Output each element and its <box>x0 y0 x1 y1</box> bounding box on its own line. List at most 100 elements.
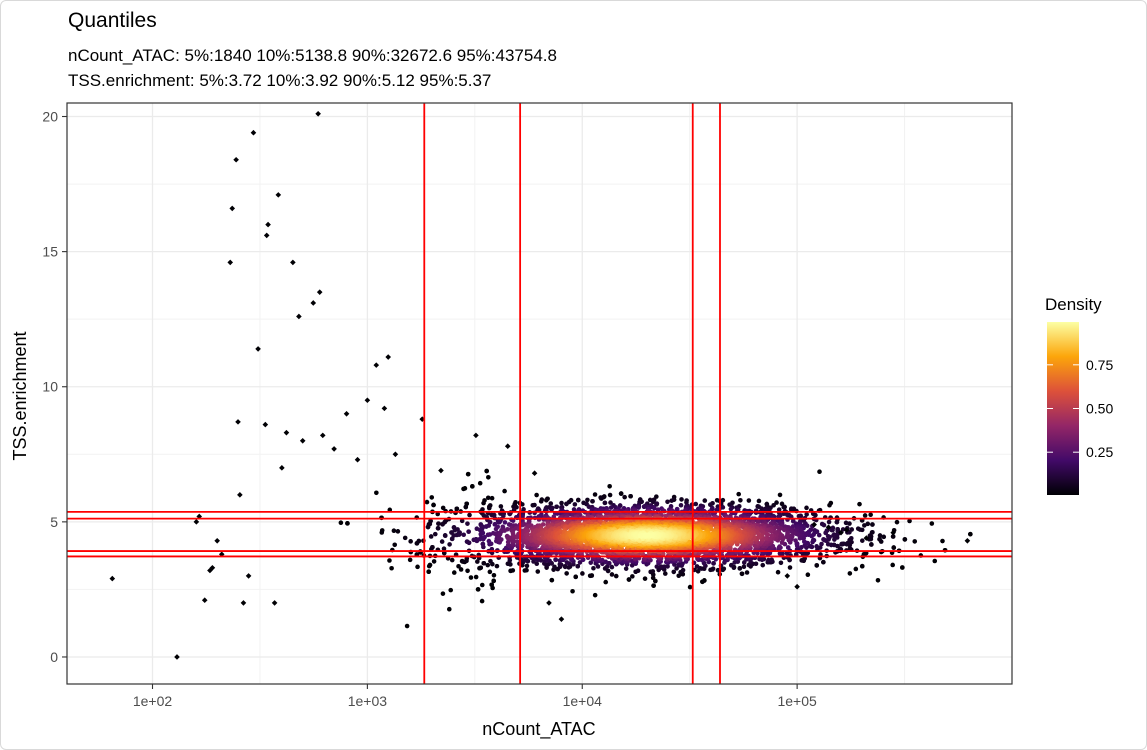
density-point <box>781 504 787 510</box>
density-point <box>788 507 794 512</box>
density-point <box>774 500 779 505</box>
density-point <box>710 566 716 571</box>
density-point <box>658 564 664 569</box>
density-point <box>654 502 659 507</box>
density-point <box>671 569 677 575</box>
density-point <box>589 573 595 578</box>
density-point <box>702 498 708 503</box>
density-point <box>653 578 658 584</box>
density-point <box>467 512 472 518</box>
density-point <box>784 512 790 518</box>
density-point <box>491 572 497 578</box>
density-point <box>374 490 379 496</box>
density-point <box>728 506 734 512</box>
density-point <box>475 559 480 564</box>
density-point <box>832 537 837 542</box>
density-point <box>573 574 579 580</box>
density-point <box>454 506 460 512</box>
density-point <box>929 521 935 526</box>
density-point <box>622 494 627 500</box>
density-point <box>451 570 457 575</box>
density-point <box>811 537 816 543</box>
density-point <box>777 551 783 556</box>
density-point <box>877 533 883 538</box>
density-point <box>831 533 836 538</box>
density-point <box>770 543 776 549</box>
density-point <box>534 561 540 566</box>
density-point <box>650 575 656 581</box>
density-point <box>814 563 820 568</box>
density-point <box>480 541 486 547</box>
density-point <box>502 520 508 525</box>
density-point <box>507 511 513 517</box>
density-point <box>387 558 392 563</box>
density-point <box>480 530 486 536</box>
density-point <box>771 502 776 508</box>
density-point <box>816 532 822 538</box>
density-point <box>721 566 727 572</box>
density-point <box>429 495 435 500</box>
density-point <box>599 496 604 501</box>
density-point <box>843 520 849 526</box>
density-point <box>603 559 609 565</box>
density-point <box>494 563 500 569</box>
density-point <box>440 505 446 511</box>
density-point <box>629 563 635 568</box>
density-point <box>570 588 575 594</box>
density-point <box>552 564 557 570</box>
density-point <box>777 492 783 498</box>
density-point <box>424 499 430 505</box>
density-point <box>756 498 762 504</box>
density-point <box>789 528 794 534</box>
density-point <box>628 493 633 499</box>
density-point <box>817 545 823 550</box>
density-point <box>755 531 761 537</box>
density-point <box>498 504 504 509</box>
density-point <box>609 572 615 577</box>
density-point <box>635 568 641 574</box>
density-point <box>426 569 431 575</box>
chart-title: Quantiles <box>68 9 157 32</box>
density-point <box>840 527 846 532</box>
density-point <box>408 539 413 544</box>
density-point <box>431 502 436 508</box>
density-point <box>497 519 502 525</box>
chart-subtitle-ncount: nCount_ATAC: 5%:1840 10%:5138.8 90%:3267… <box>68 46 557 65</box>
density-point <box>493 526 499 532</box>
density-point <box>784 534 790 540</box>
density-point <box>520 502 525 507</box>
density-point <box>630 574 635 579</box>
density-point <box>900 565 905 570</box>
density-point <box>741 564 747 570</box>
density-point <box>825 533 831 539</box>
density-point <box>572 502 578 507</box>
density-point <box>505 526 510 532</box>
density-point <box>821 559 826 565</box>
density-point <box>868 512 873 518</box>
density-point <box>575 497 581 503</box>
density-point <box>440 521 445 527</box>
density-point <box>785 545 791 550</box>
density-point <box>458 567 464 572</box>
density-point <box>564 501 569 507</box>
density-point <box>867 533 873 538</box>
density-point <box>478 565 484 571</box>
density-point <box>766 557 771 563</box>
density-point <box>827 502 832 508</box>
density-point <box>466 540 472 546</box>
density-point <box>890 534 896 539</box>
density-point <box>548 501 554 506</box>
density-point <box>804 512 809 517</box>
density-point <box>519 543 525 548</box>
density-point <box>439 539 445 544</box>
density-point <box>862 513 868 518</box>
density-point <box>662 571 668 576</box>
density-point <box>524 558 530 563</box>
density-point <box>847 537 852 543</box>
density-point <box>847 571 853 576</box>
density-point <box>857 501 862 507</box>
density-point <box>650 499 656 504</box>
density-point <box>665 564 670 569</box>
density-point <box>485 495 491 501</box>
density-point <box>459 558 465 564</box>
